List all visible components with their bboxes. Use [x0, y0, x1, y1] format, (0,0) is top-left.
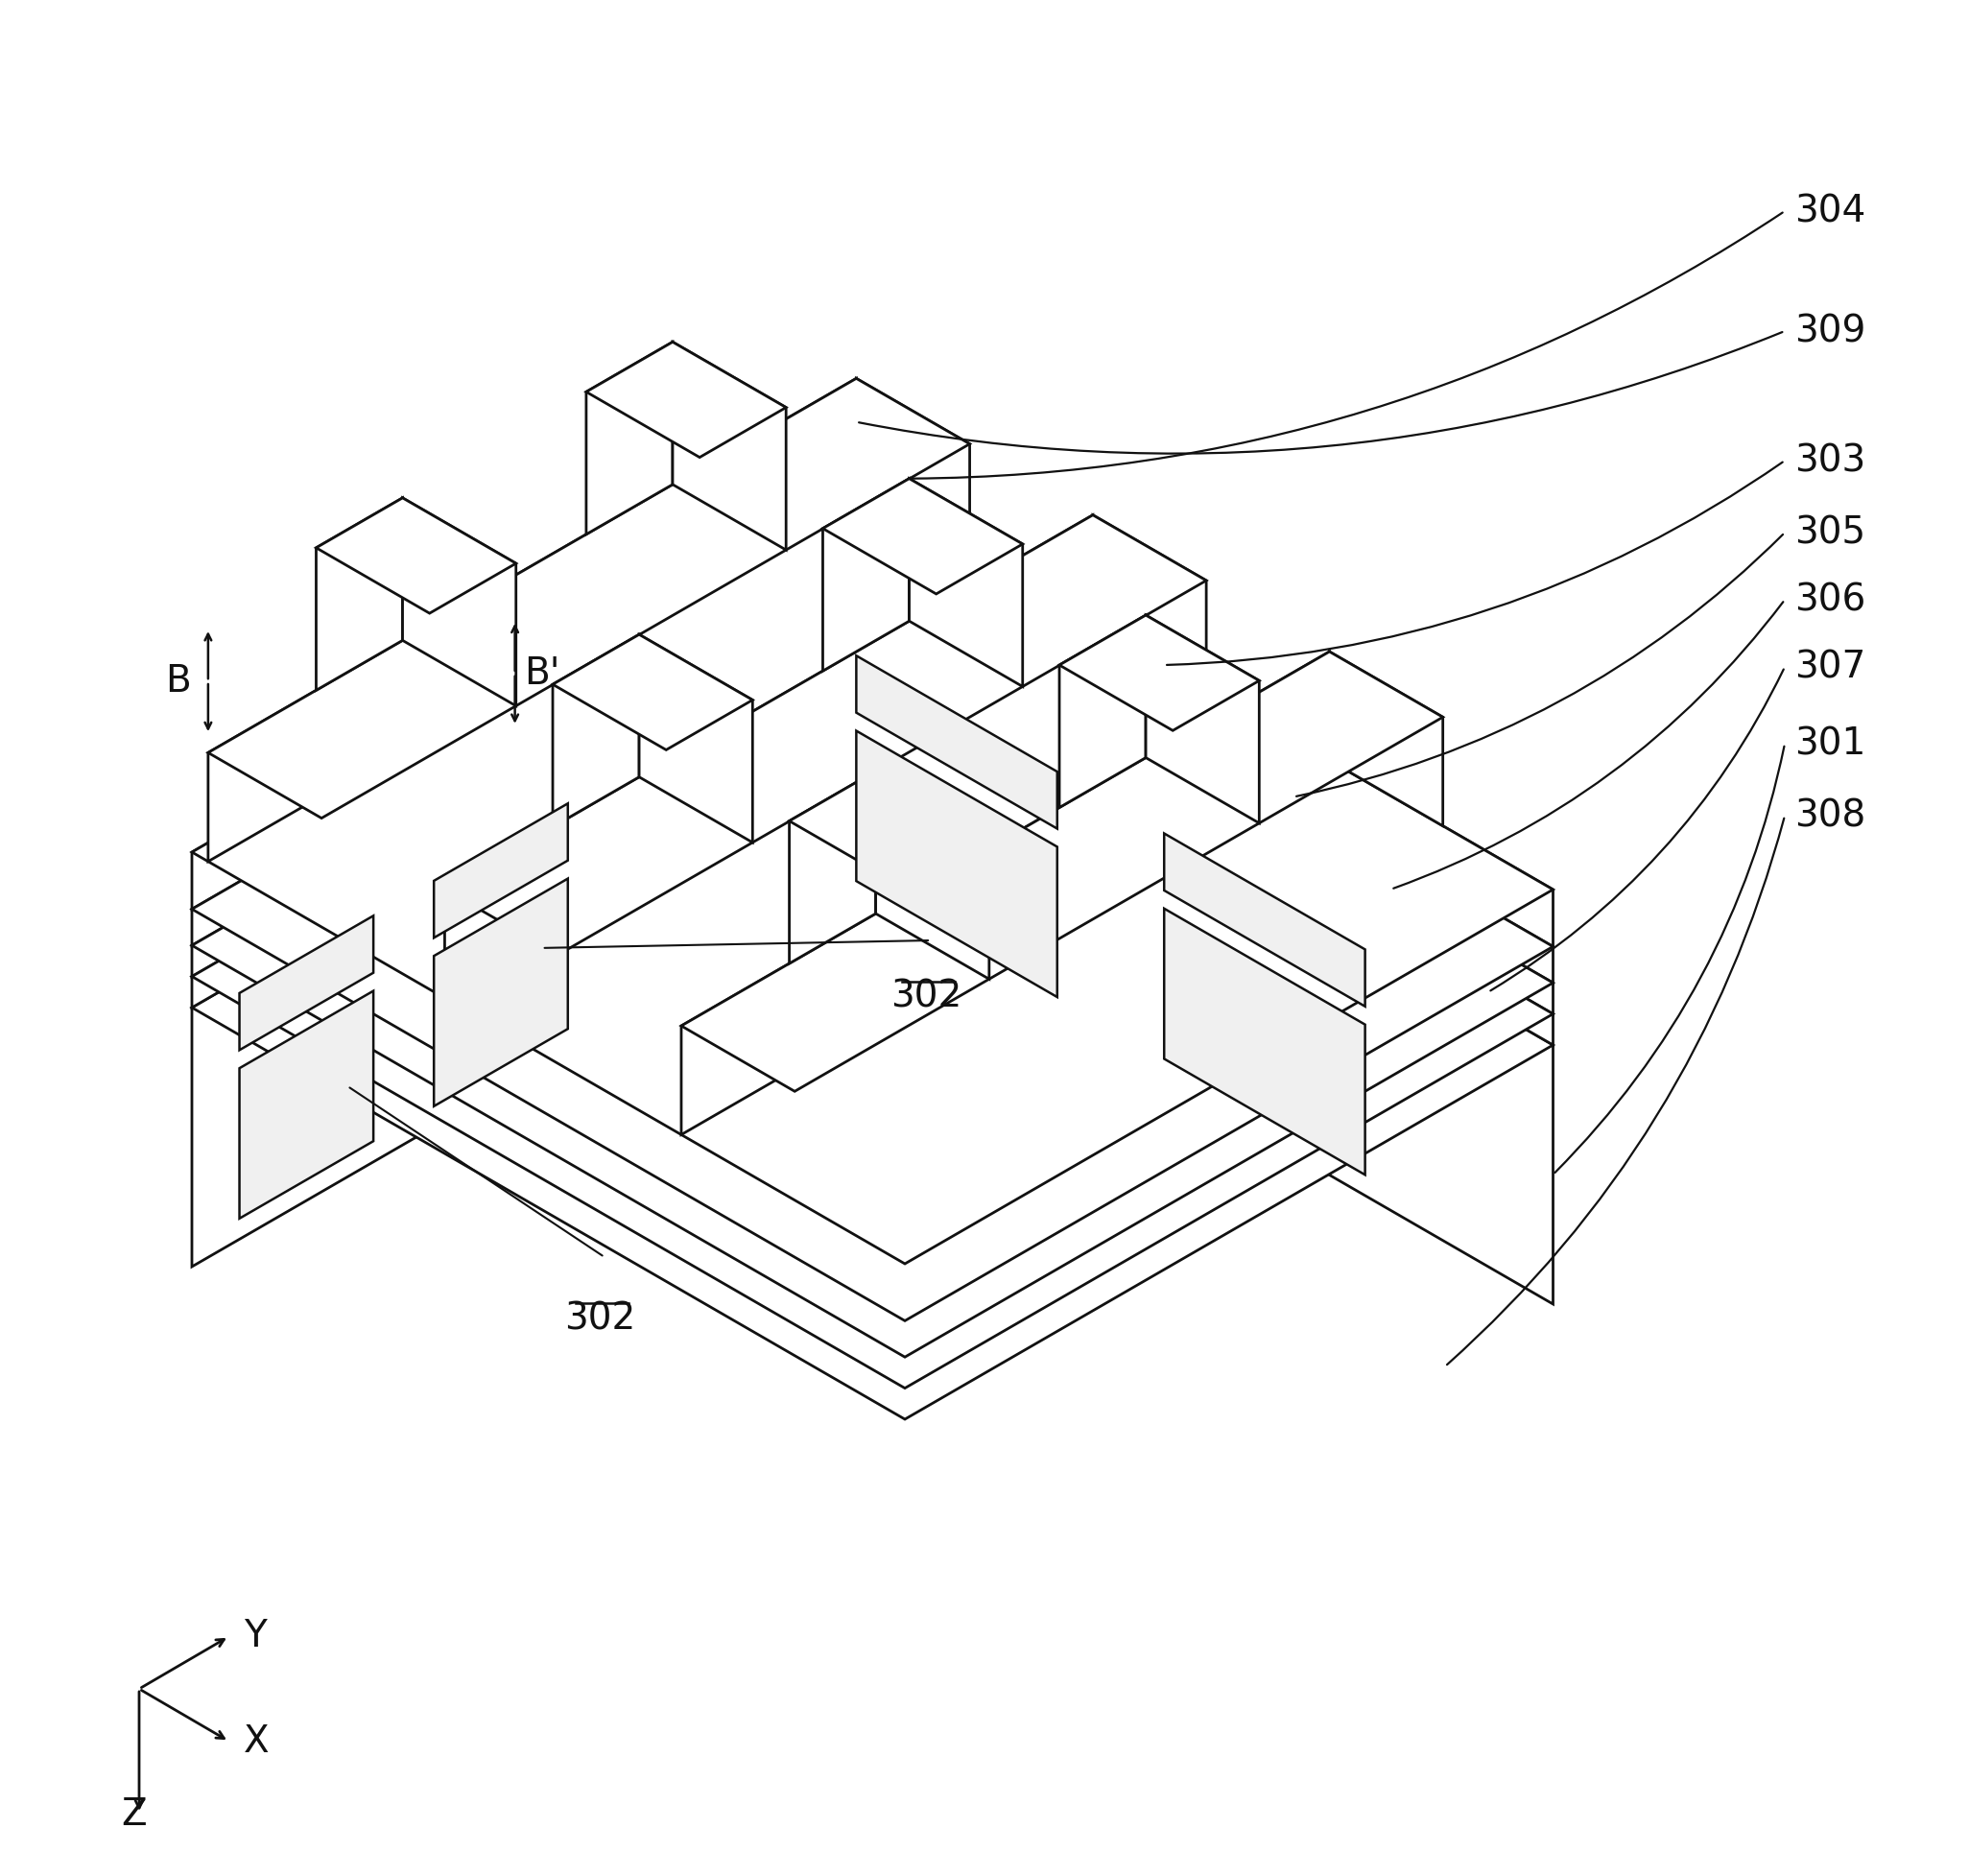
Text: 303: 303: [1794, 443, 1865, 478]
Polygon shape: [587, 341, 673, 535]
Polygon shape: [191, 602, 1554, 1388]
Polygon shape: [191, 535, 841, 946]
Text: B: B: [165, 664, 191, 700]
Text: 301: 301: [1794, 726, 1867, 762]
Polygon shape: [240, 991, 374, 1219]
Polygon shape: [191, 634, 1554, 1420]
Text: 304: 304: [1794, 193, 1865, 229]
Polygon shape: [553, 634, 752, 750]
Polygon shape: [841, 602, 1554, 1045]
Polygon shape: [1093, 516, 1207, 688]
Polygon shape: [317, 497, 516, 613]
Polygon shape: [841, 478, 1554, 947]
Polygon shape: [445, 516, 1207, 955]
Text: 309: 309: [1794, 313, 1867, 349]
Text: 302: 302: [890, 979, 961, 1015]
Polygon shape: [673, 341, 786, 550]
Polygon shape: [402, 497, 516, 705]
Polygon shape: [681, 651, 1329, 1135]
Polygon shape: [790, 771, 876, 964]
Text: 305: 305: [1794, 514, 1865, 552]
Polygon shape: [841, 634, 1554, 1304]
Polygon shape: [317, 497, 402, 690]
Polygon shape: [587, 341, 786, 458]
Text: B': B': [524, 655, 561, 692]
Polygon shape: [433, 803, 567, 938]
Polygon shape: [1059, 615, 1260, 730]
Polygon shape: [209, 379, 969, 818]
Polygon shape: [790, 771, 988, 887]
Polygon shape: [857, 732, 1057, 996]
Polygon shape: [841, 535, 1554, 983]
Polygon shape: [240, 915, 374, 1051]
Text: 302: 302: [563, 1300, 636, 1338]
Polygon shape: [433, 878, 567, 1107]
Polygon shape: [191, 478, 841, 910]
Polygon shape: [823, 478, 910, 672]
Text: 308: 308: [1794, 797, 1865, 835]
Text: X: X: [244, 1722, 270, 1760]
Polygon shape: [191, 535, 1554, 1321]
Polygon shape: [1059, 615, 1146, 807]
Polygon shape: [1146, 615, 1260, 824]
Polygon shape: [553, 634, 640, 827]
Polygon shape: [857, 655, 1057, 829]
Polygon shape: [191, 478, 1554, 1264]
Polygon shape: [191, 634, 841, 1266]
Polygon shape: [1164, 833, 1365, 1006]
Text: 307: 307: [1794, 649, 1867, 685]
Polygon shape: [1164, 908, 1365, 1174]
Polygon shape: [640, 634, 752, 842]
Polygon shape: [191, 602, 841, 1007]
Polygon shape: [191, 570, 1554, 1356]
Polygon shape: [823, 478, 1022, 595]
Polygon shape: [841, 570, 1554, 1013]
Polygon shape: [910, 478, 1022, 687]
Polygon shape: [681, 651, 1443, 1092]
Text: 306: 306: [1794, 582, 1867, 617]
Polygon shape: [209, 379, 857, 861]
Polygon shape: [1329, 651, 1443, 825]
Polygon shape: [876, 771, 988, 979]
Polygon shape: [857, 379, 969, 553]
Text: Y: Y: [244, 1619, 266, 1655]
Polygon shape: [191, 570, 841, 977]
Polygon shape: [445, 516, 1093, 998]
Text: Z: Z: [122, 1797, 148, 1833]
